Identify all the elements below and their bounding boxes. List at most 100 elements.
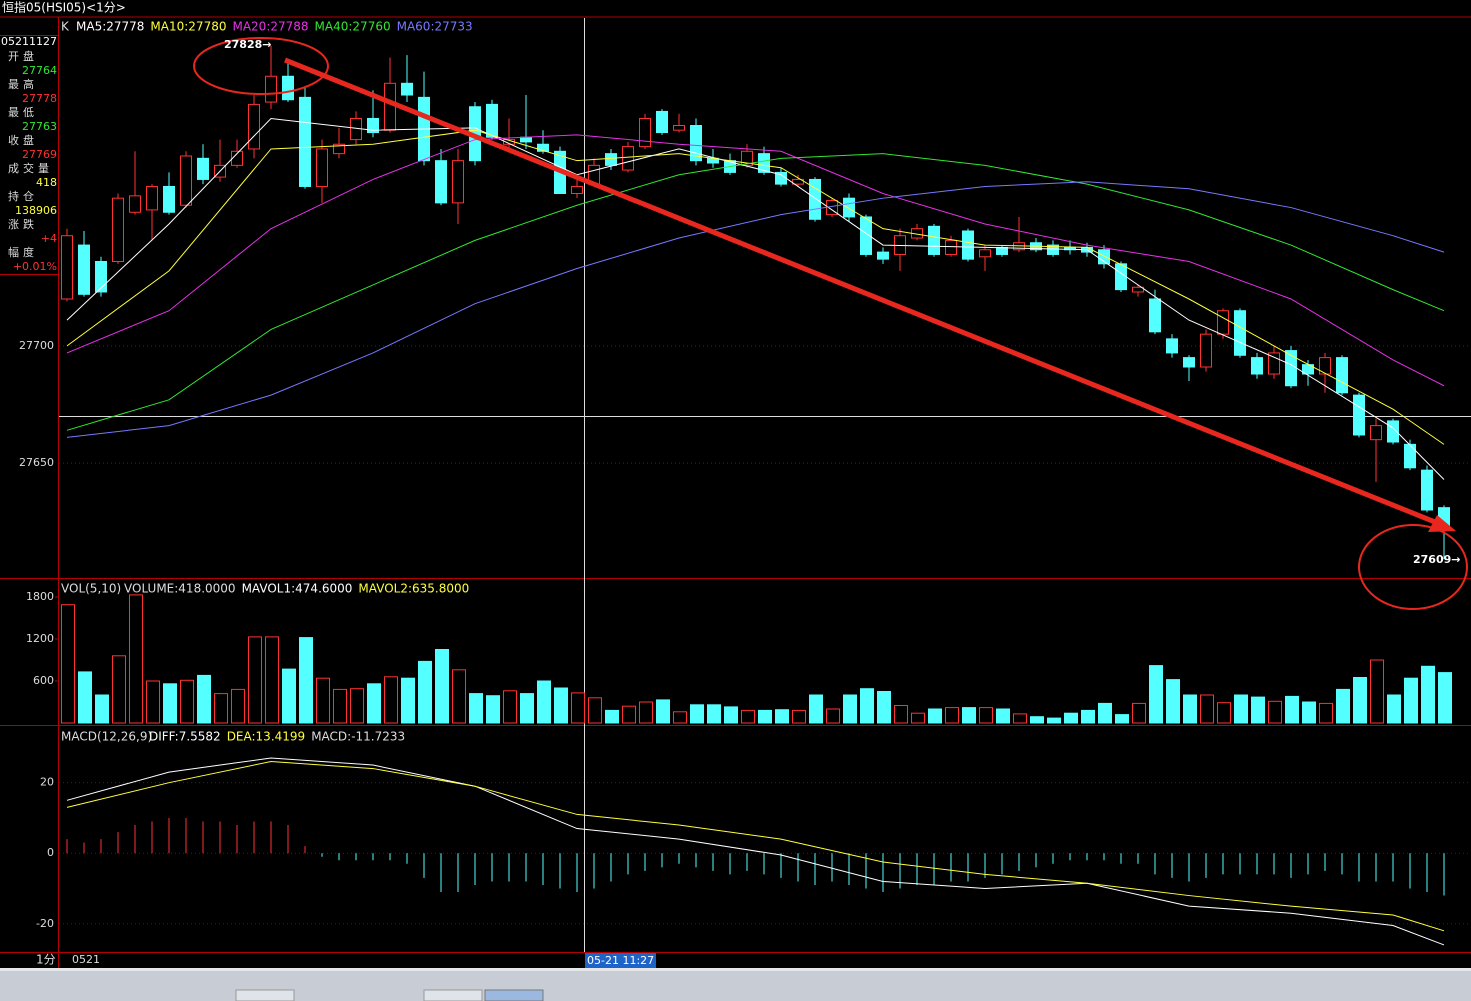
volume-bar bbox=[282, 668, 296, 724]
legend-item: DEA:13.4199 bbox=[227, 730, 306, 744]
candle-body bbox=[571, 185, 583, 194]
ma-line bbox=[66, 153, 1445, 431]
candle-body bbox=[435, 160, 447, 204]
taskbar-button[interactable] bbox=[484, 989, 544, 1001]
volume-bar bbox=[1115, 714, 1129, 724]
legend-title: K bbox=[61, 20, 70, 34]
volume-bar bbox=[1251, 696, 1265, 724]
volume-bar bbox=[1319, 702, 1333, 724]
candle-body bbox=[1183, 357, 1195, 368]
candle-body bbox=[129, 195, 141, 213]
candle-body bbox=[860, 216, 872, 255]
candle-body bbox=[282, 75, 294, 101]
volume-bar bbox=[656, 699, 670, 724]
candle-body bbox=[979, 249, 991, 258]
candle-body bbox=[1285, 350, 1297, 387]
candle-body bbox=[1115, 263, 1127, 291]
volume-bar bbox=[707, 704, 721, 724]
cursor-time-box bbox=[585, 953, 656, 968]
candle-body bbox=[843, 197, 855, 218]
y-tick-label: 1200 bbox=[26, 632, 54, 645]
volume-bar bbox=[95, 694, 109, 724]
volume-bar bbox=[486, 695, 500, 724]
candle-body bbox=[605, 153, 617, 166]
candle-body bbox=[1200, 333, 1212, 368]
macd-line bbox=[66, 757, 1445, 946]
candle-body bbox=[452, 160, 464, 204]
candle-body bbox=[180, 155, 192, 206]
candle-body bbox=[1234, 310, 1246, 356]
legend-item: MA10:27780 bbox=[150, 20, 226, 34]
info-label: 最低 bbox=[8, 106, 38, 119]
candle-body bbox=[1387, 420, 1399, 443]
candle-body bbox=[112, 197, 124, 262]
volume-bar bbox=[860, 688, 874, 724]
volume-bar bbox=[1234, 694, 1248, 724]
info-value: 27764 bbox=[22, 64, 57, 77]
highlight-ellipse bbox=[193, 37, 329, 95]
volume-bar bbox=[452, 669, 466, 724]
volume-bar bbox=[1047, 717, 1061, 724]
legend-item: VOLUME:418.0000 bbox=[124, 582, 236, 596]
info-time: 05211127 bbox=[1, 35, 57, 48]
volume-bar bbox=[299, 637, 313, 724]
volume-bar bbox=[996, 708, 1010, 724]
candle-body bbox=[809, 178, 821, 220]
info-value: +0.01% bbox=[13, 260, 57, 273]
volume-bar bbox=[1149, 665, 1163, 724]
y-tick-label: 600 bbox=[33, 674, 54, 687]
low-annotation: 27609→ bbox=[1413, 553, 1461, 566]
y-tick-label: 0 bbox=[47, 846, 54, 859]
volume-bar bbox=[1387, 694, 1401, 724]
volume-bar bbox=[537, 680, 551, 724]
volume-bar bbox=[554, 687, 568, 724]
volume-bar bbox=[1353, 677, 1367, 724]
candle-body bbox=[1217, 310, 1229, 335]
volume-bar bbox=[1268, 700, 1282, 724]
volume-bar bbox=[1013, 713, 1027, 724]
candle-body bbox=[877, 251, 889, 260]
volume-bar bbox=[1166, 679, 1180, 724]
volume-bar bbox=[571, 692, 585, 724]
cursor-time: 05-21 11:27 bbox=[587, 954, 654, 967]
info-label: 持仓 bbox=[8, 189, 38, 203]
candle-body bbox=[1132, 286, 1144, 293]
volume-bar bbox=[1404, 677, 1418, 724]
volume-bar bbox=[741, 709, 755, 724]
candle-body bbox=[401, 82, 413, 96]
volume-bar bbox=[214, 693, 228, 724]
volume-bar bbox=[911, 712, 925, 724]
candle-body bbox=[367, 117, 379, 134]
volume-bar bbox=[605, 709, 619, 724]
legend-item: MACD:-11.7233 bbox=[311, 730, 405, 744]
legend-item: MA60:27733 bbox=[397, 20, 473, 34]
legend-item: MAVOL2:635.8000 bbox=[358, 582, 469, 596]
plot: 05211127开盘27764最高27778最低27763收盘27769成交量4… bbox=[1, 20, 1471, 946]
taskbar-button[interactable] bbox=[423, 989, 483, 1001]
volume-bar bbox=[520, 693, 534, 724]
candle-body bbox=[265, 75, 277, 103]
candle-body bbox=[1251, 357, 1263, 375]
legend-item: DIFF:7.5582 bbox=[149, 730, 221, 744]
candle-body bbox=[61, 235, 73, 300]
macd-line bbox=[66, 761, 1445, 932]
candle-body bbox=[1336, 357, 1348, 394]
y-tick-label: 27650 bbox=[19, 456, 54, 469]
candle-body bbox=[299, 96, 311, 187]
volume-bar bbox=[979, 707, 993, 724]
candle-body bbox=[1166, 338, 1178, 354]
candle-body bbox=[945, 239, 957, 255]
candle-body bbox=[231, 150, 243, 166]
taskbar-button[interactable] bbox=[235, 989, 295, 1001]
volume-bar bbox=[809, 694, 823, 724]
volume-bar bbox=[350, 688, 364, 724]
y-tick-label: 20 bbox=[40, 776, 54, 789]
volume-bar bbox=[724, 706, 738, 724]
volume-bar bbox=[1183, 694, 1197, 724]
candle-body bbox=[741, 150, 753, 166]
legend-item: MA40:27760 bbox=[315, 20, 391, 34]
volume-bar bbox=[78, 671, 92, 724]
volume-bar bbox=[435, 649, 449, 724]
